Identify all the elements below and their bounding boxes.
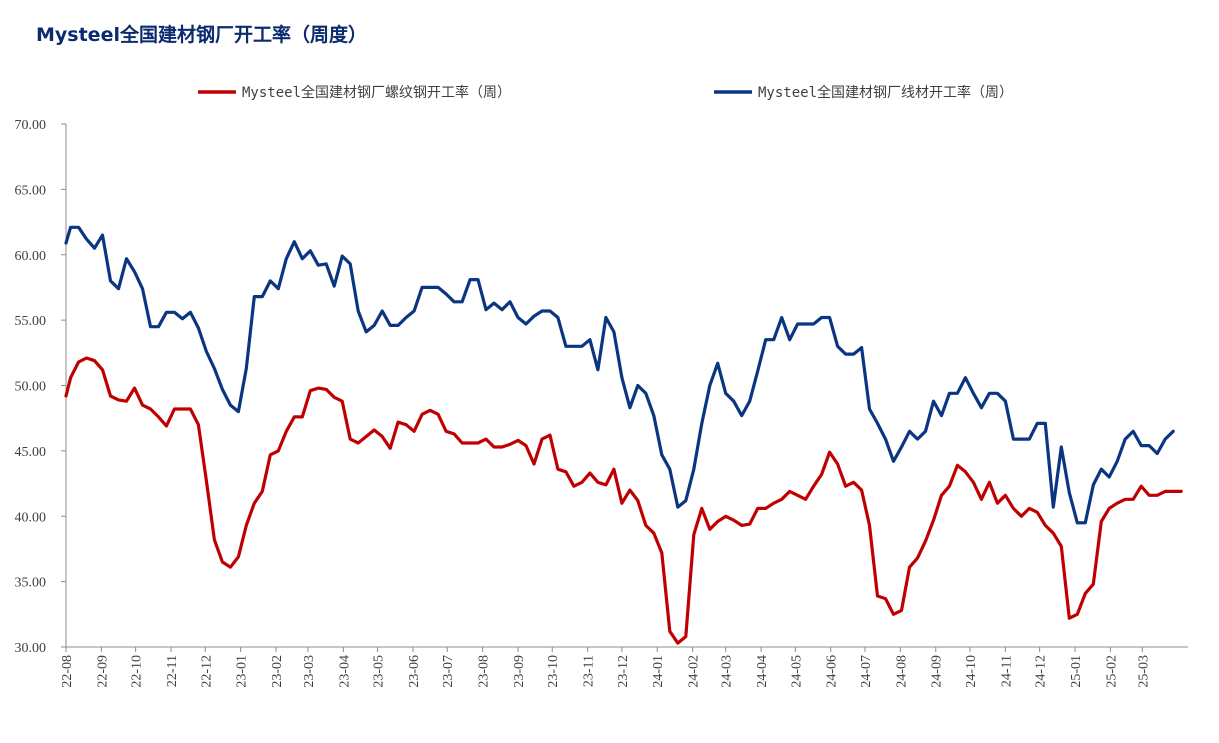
x-tick-label: 23-02	[270, 655, 285, 688]
legend: Mysteel全国建材钢厂螺纹钢开工率（周） Mysteel全国建材钢厂线材开工率…	[198, 84, 1013, 101]
chart-title: Mysteel全国建材钢厂开工率（周度）	[36, 24, 367, 46]
x-tick-label: 22-08	[60, 655, 75, 688]
y-tick-label: 40.00	[15, 510, 47, 525]
x-tick-label: 25-03	[1136, 655, 1151, 688]
y-tick-label: 45.00	[15, 445, 47, 460]
x-tick-label: 24-03	[720, 655, 735, 688]
x-tick-label: 24-10	[964, 655, 979, 688]
series-line-1	[64, 225, 1175, 525]
legend-label-1: Mysteel全国建材钢厂线材开工率（周）	[758, 84, 1013, 101]
legend-label-0: Mysteel全国建材钢厂螺纹钢开工率（周）	[242, 84, 511, 101]
y-axis: 70.00 65.00 60.00 55.00 50.00 45.00 40.00 35.00…	[15, 118, 67, 656]
series-group	[64, 225, 1183, 645]
x-tick-label: 22-09	[95, 655, 110, 688]
y-tick-label: 70.00	[15, 118, 47, 133]
x-tick-label: 25-01	[1069, 655, 1084, 688]
y-tick-label: 35.00	[15, 576, 47, 591]
x-tick-label: 25-02	[1104, 655, 1119, 688]
x-tick-label: 23-07	[441, 655, 456, 688]
x-axis: 22-08 22-09 22-10 22-11 22-12 23-01 23-02 23-03…	[60, 646, 1188, 688]
x-tick-label: 24-02	[687, 655, 702, 688]
x-tick-label: 24-04	[755, 655, 770, 688]
series-line-0	[64, 356, 1183, 645]
x-tick-label: 23-11	[582, 655, 597, 687]
y-tick-label: 60.00	[15, 249, 47, 264]
y-tick-label: 30.00	[15, 641, 47, 656]
y-tick-label: 55.00	[15, 314, 47, 329]
x-tick-label: 24-06	[825, 655, 840, 688]
x-tick-label: 22-12	[199, 655, 214, 688]
x-tick-label: 23-03	[302, 655, 317, 688]
x-tick-label: 24-01	[651, 655, 666, 688]
x-tick-label: 23-12	[616, 655, 631, 688]
y-tick-label: 65.00	[15, 183, 47, 198]
x-tick-label: 23-05	[372, 655, 387, 688]
x-tick-label: 24-12	[1034, 655, 1049, 688]
x-tick-label: 23-09	[512, 655, 527, 688]
x-tick-label: 23-10	[546, 655, 561, 688]
x-tick-label: 22-10	[130, 655, 145, 688]
x-tick-label: 24-08	[894, 655, 909, 688]
x-tick-label: 23-08	[477, 655, 492, 688]
x-tick-label: 23-06	[407, 655, 422, 688]
x-tick-label: 23-01	[235, 655, 250, 688]
x-tick-label: 22-11	[165, 655, 180, 687]
x-tick-label: 24-11	[999, 655, 1014, 687]
x-tick-label: 24-07	[859, 655, 874, 688]
x-tick-label: 24-05	[789, 655, 804, 688]
x-tick-label: 23-04	[337, 655, 352, 688]
y-tick-label: 50.00	[15, 380, 47, 395]
x-tick-label: 24-09	[930, 655, 945, 688]
